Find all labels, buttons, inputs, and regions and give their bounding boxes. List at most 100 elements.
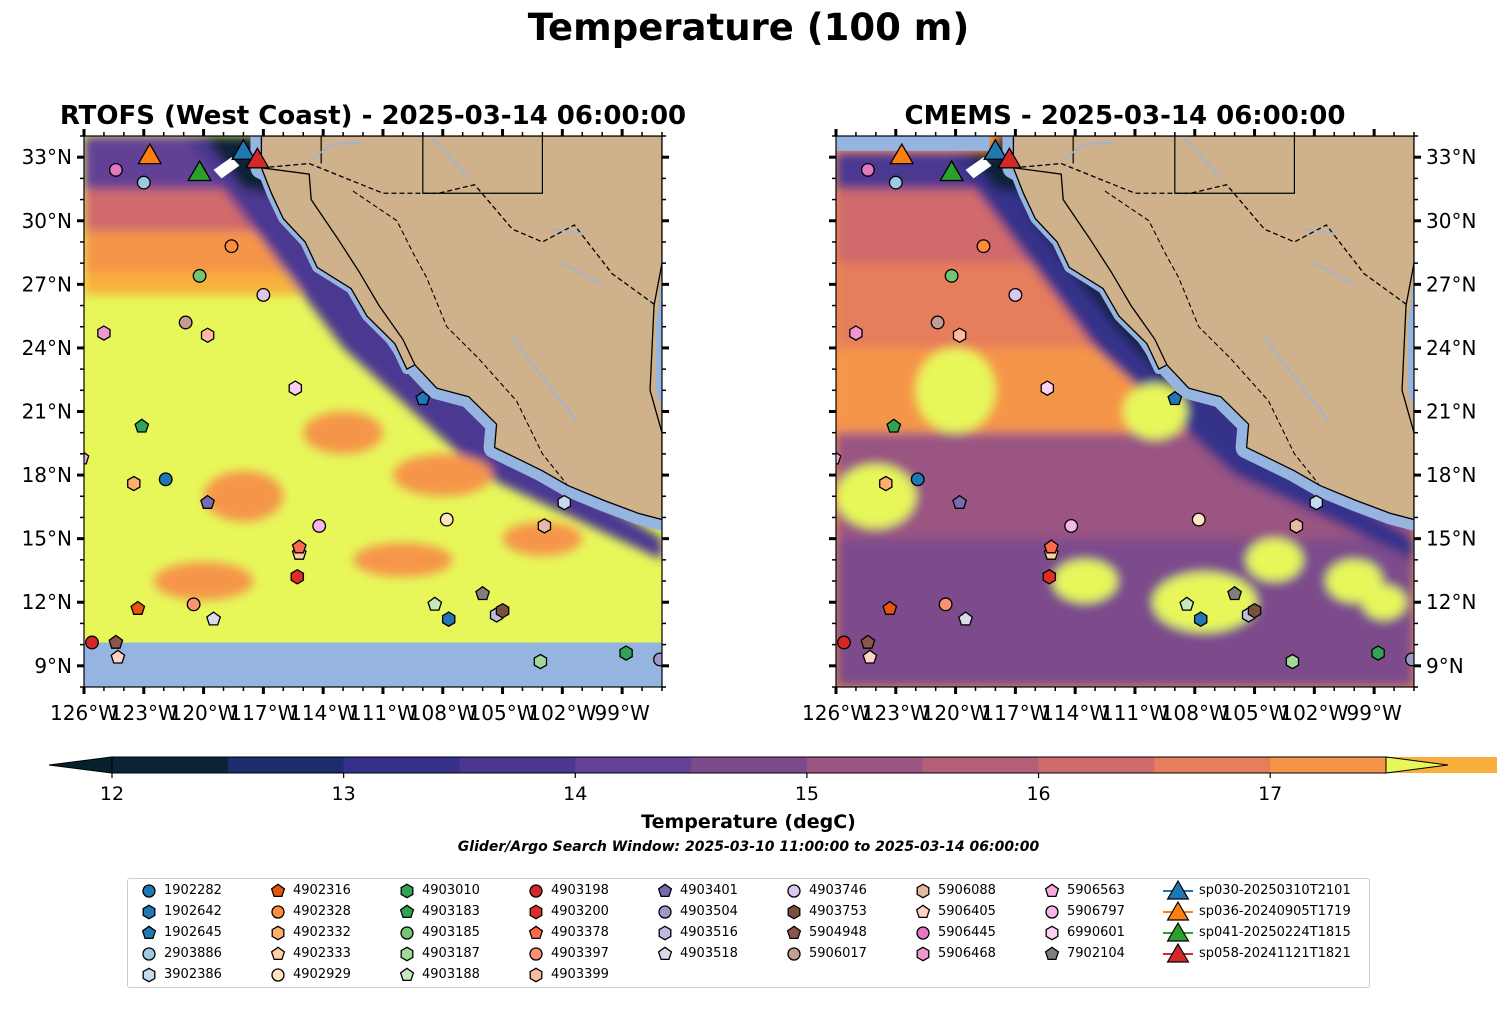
glider-sp036-20240905T1719 [137,142,163,165]
float-5906563 [84,451,90,465]
colorbar-tick-label: 15 [795,783,819,805]
legend-label: 4902929 [293,967,351,982]
float-5906563 [836,451,842,465]
legend-label: 4903504 [680,904,738,919]
gulf-water [656,273,662,412]
colorbar-bin [1038,757,1155,773]
legend-label: 4903401 [680,883,738,898]
legend-marker [529,884,543,898]
legend-marker [787,947,801,961]
legend-item-4903401: 4903401 [656,880,738,901]
legend-label: 4903753 [809,904,867,919]
legend-item-4903397: 4903397 [527,943,609,964]
float-5906445 [860,162,875,177]
legend-marker [915,904,931,919]
legend-label: 2903886 [164,946,222,961]
x-tick-label: 102°W [528,701,596,725]
colorbar-bin [922,757,1040,773]
x-tick-label: 120°W [170,701,238,725]
legend-item-2903886: 2903886 [140,943,222,964]
float-4903187 [1285,653,1300,670]
gulf-water [1408,273,1414,412]
legend-item-4903198: 4903198 [527,880,609,901]
float-1902642 [441,611,456,627]
y-tick-label: 27°N [1426,272,1476,296]
legend-marker [1045,905,1059,919]
legend-item-4903378: 4903378 [527,922,609,943]
legend-marker [658,905,672,919]
float-6990601 [1040,380,1055,396]
float-1902282 [158,472,173,487]
float-7902104 [1227,585,1243,601]
legend-marker [787,884,801,898]
legend-item-5906017: 5906017 [785,943,867,964]
float-4903504 [1405,652,1414,667]
legend-label: 4902333 [293,946,351,961]
x-tick-label: 123°W [110,701,178,725]
legend-label: 4903399 [551,967,609,982]
x-tick-label: 108°W [1161,701,1229,725]
state-borders [1072,136,1296,194]
legend-label: sp058-20241121T1821 [1199,946,1351,961]
legend: 1902282 1902642 1902645 2903886 3902386 49023… [127,878,1370,988]
float-4903200 [290,568,305,585]
legend-item-4903187: 4903187 [398,943,480,964]
colorbar-tick-label: 17 [1258,783,1282,805]
legend-marker [271,968,285,982]
legend-marker [916,926,930,940]
legend-item-5906405: 5906405 [914,901,996,922]
legend-label: 3902386 [164,967,222,982]
legend-item-4903010: 4903010 [398,880,480,901]
colorbar-frame [111,756,1387,774]
float-5906088 [1289,518,1304,534]
tick-marks [77,129,669,694]
float-4903504 [653,652,662,667]
legend-label: 4903200 [551,904,609,919]
legend-label: 5906797 [1067,904,1125,919]
legend-item-4903516: 4903516 [656,922,738,943]
y-tick-label: 24°N [22,336,72,360]
colorbar-tick-label: 13 [332,783,356,805]
legend-label: 5906088 [938,883,996,898]
legend-marker [1045,925,1059,941]
x-tick-label: 111°W [349,701,417,725]
legend-item-1902282: 1902282 [140,880,222,901]
float-4903183 [134,418,150,433]
x-tick-label: 99°W [595,701,650,725]
glider-sp041-20250224T1815 [939,159,965,182]
float-4902929 [439,512,454,527]
legend-label: 4902332 [293,925,351,940]
legend-label: 4902316 [293,883,351,898]
legend-label: 1902282 [164,883,222,898]
legend-triangle [1166,880,1190,900]
figure-title: Temperature (100 m) [527,6,970,49]
float-4903399 [952,327,967,344]
legend-item-4903188: 4903188 [398,964,480,985]
float-3902386 [557,494,572,511]
legend-label: 1902642 [164,904,222,919]
legend-item-7902104: 7902104 [1043,943,1125,964]
float-4903397 [186,597,201,612]
legend-marker [657,883,673,898]
float-5906445 [108,162,123,177]
legend-marker [142,884,156,898]
colorbar-bin [112,757,229,773]
legend-item-1902645: 1902645 [140,922,222,943]
legend-marker [399,904,415,919]
legend-item-5906797: 5906797 [1043,901,1125,922]
legend-item-4903504: 4903504 [656,901,738,922]
legend-label: sp030-20250310T2101 [1199,883,1351,898]
colorbar-tick-label: 12 [100,783,124,805]
legend-label: 1902645 [164,925,222,940]
legend-label: 5906445 [938,925,996,940]
float-4903378 [1043,539,1059,554]
no-data-region [836,136,990,151]
legend-label: 5904948 [809,925,867,940]
colorbar-tick-label: 16 [1026,783,1050,805]
y-tick-label: 30°N [22,209,72,233]
float-4903401 [952,494,968,509]
y-tick-label: 33°N [22,145,72,169]
legend-triangle [1166,922,1190,942]
legend-label: 4903187 [422,946,480,961]
legend-marker [787,904,801,920]
